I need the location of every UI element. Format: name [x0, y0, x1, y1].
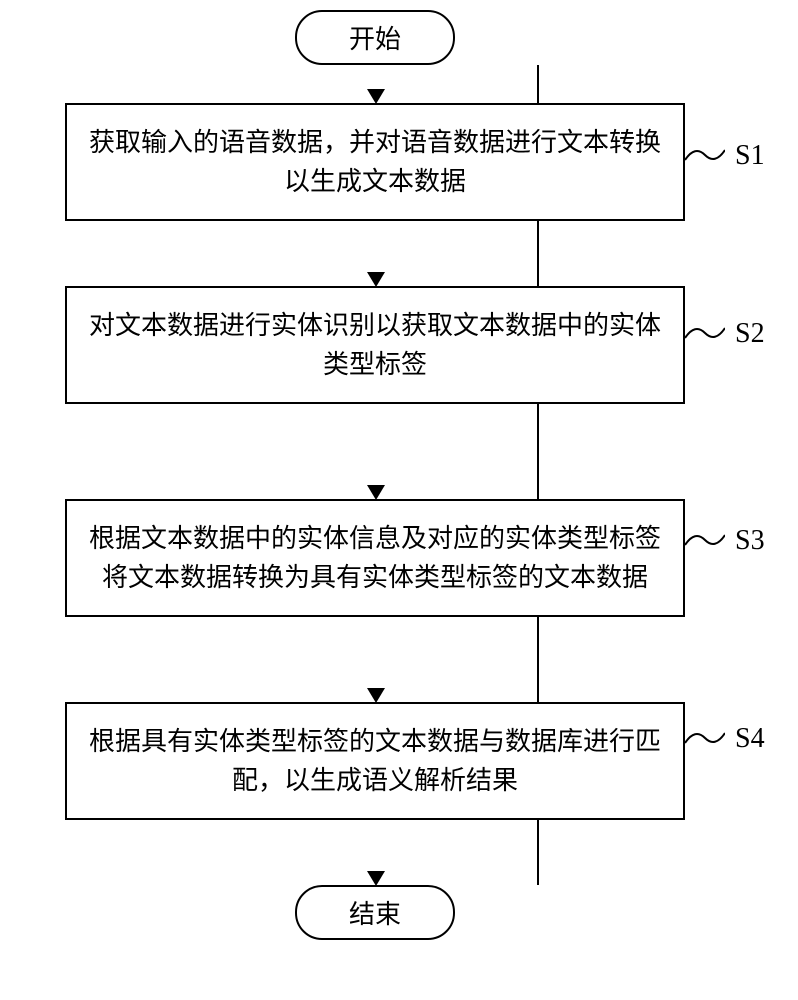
arrow-head-icon: [367, 89, 385, 104]
edge-s4-end: [50, 820, 700, 885]
connector-s2: [685, 318, 725, 348]
label-s1: S1: [735, 140, 765, 172]
edge-start-s1: [50, 65, 700, 103]
tilde-icon: [685, 723, 725, 753]
process-s1-text: 获取输入的语音数据，并对语音数据进行文本转换以生成文本数据: [89, 128, 661, 196]
process-s1: 获取输入的语音数据，并对语音数据进行文本转换以生成文本数据: [65, 103, 685, 221]
process-s4-text: 根据具有实体类型标签的文本数据与数据库进行匹配，以生成语义解析结果: [89, 727, 661, 795]
arrow-head-icon: [367, 485, 385, 500]
arrow-head-icon: [367, 688, 385, 703]
process-s2-text: 对文本数据进行实体识别以获取文本数据中的实体类型标签: [89, 311, 661, 379]
process-s3: 根据文本数据中的实体信息及对应的实体类型标签将文本数据转换为具有实体类型标签的文…: [65, 499, 685, 617]
terminator-start: 开始: [295, 10, 455, 65]
terminator-end-text: 结束: [349, 894, 401, 931]
flowchart-container: 开始 获取输入的语音数据，并对语音数据进行文本转换以生成文本数据 对文本数据进行…: [50, 10, 750, 940]
tilde-icon: [685, 525, 725, 555]
edge-s1-s2: [50, 221, 700, 286]
process-s3-text: 根据文本数据中的实体信息及对应的实体类型标签将文本数据转换为具有实体类型标签的文…: [89, 524, 661, 592]
terminator-start-text: 开始: [349, 19, 401, 56]
connector-s4: [685, 723, 725, 753]
tilde-icon: [685, 140, 725, 170]
terminator-end: 结束: [295, 885, 455, 940]
edge-s2-s3: [50, 404, 700, 499]
connector-s1: [685, 140, 725, 170]
tilde-icon: [685, 318, 725, 348]
label-s3: S3: [735, 525, 765, 557]
arrow-head-icon: [367, 272, 385, 287]
label-s4: S4: [735, 723, 765, 755]
arrow-head-icon: [367, 871, 385, 886]
process-s4: 根据具有实体类型标签的文本数据与数据库进行匹配，以生成语义解析结果: [65, 702, 685, 820]
process-s2: 对文本数据进行实体识别以获取文本数据中的实体类型标签: [65, 286, 685, 404]
edge-s3-s4: [50, 617, 700, 702]
label-s2: S2: [735, 318, 765, 350]
connector-s3: [685, 525, 725, 555]
